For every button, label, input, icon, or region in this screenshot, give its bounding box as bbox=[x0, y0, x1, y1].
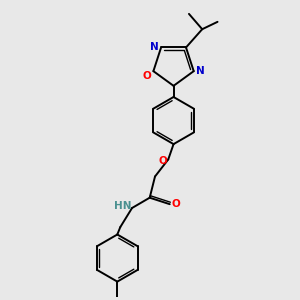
Text: O: O bbox=[172, 199, 181, 209]
Text: O: O bbox=[159, 156, 167, 166]
Text: N: N bbox=[196, 66, 205, 76]
Text: O: O bbox=[142, 70, 151, 81]
Text: N: N bbox=[150, 43, 159, 52]
Text: HN: HN bbox=[115, 201, 132, 211]
